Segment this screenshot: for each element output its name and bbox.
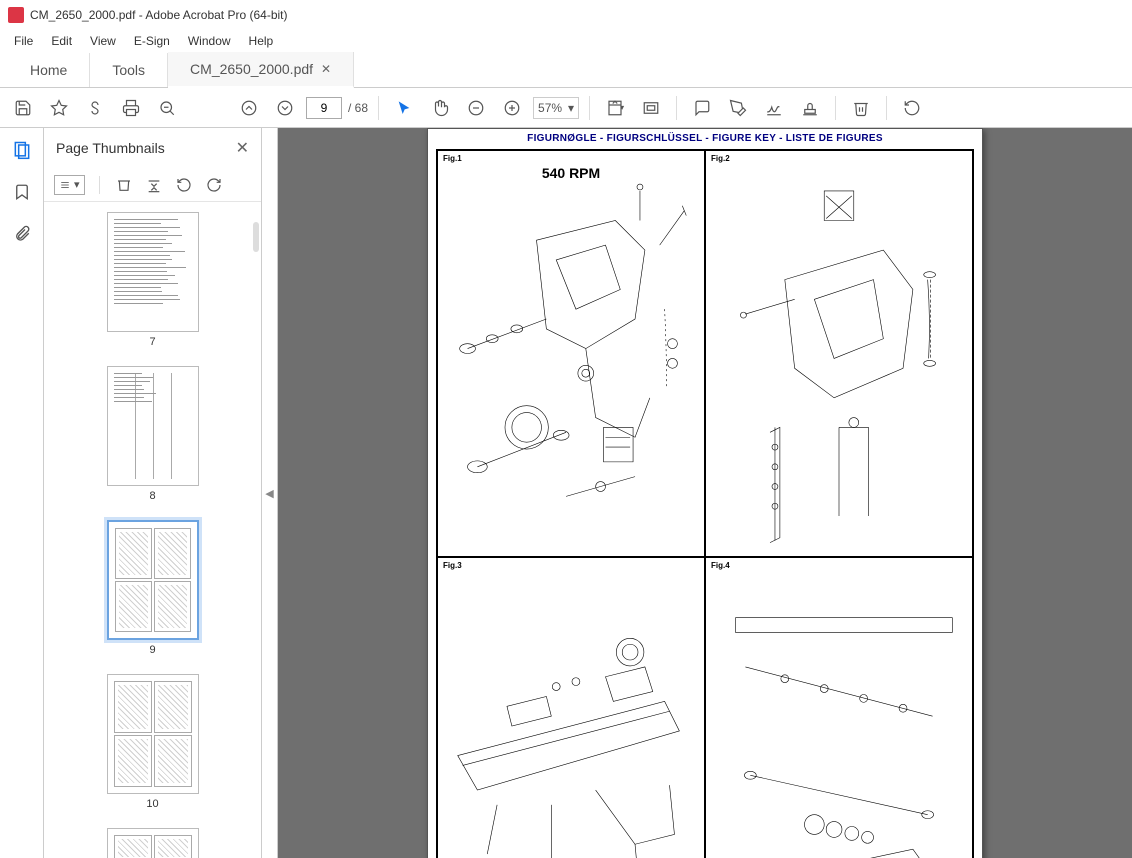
thumbnail[interactable]: 8 — [44, 366, 261, 502]
tab-tools[interactable]: Tools — [90, 53, 168, 87]
zoom-select[interactable]: 57% ▾ — [533, 97, 579, 119]
divider — [886, 96, 887, 120]
divider — [99, 176, 100, 194]
highlight-icon[interactable] — [723, 93, 753, 123]
menu-esign[interactable]: E-Sign — [126, 32, 178, 50]
thumbnails-sidebar: Page Thumbnails ✕ ▾ 7 8 9 10 — [44, 128, 262, 858]
thumbnail[interactable]: 10 — [44, 674, 261, 810]
figure-grid: Fig.1 540 RPM — [436, 149, 974, 858]
menu-view[interactable]: View — [82, 32, 124, 50]
sidebar-title: Page Thumbnails — [56, 140, 165, 156]
thumbnail[interactable]: 7 — [44, 212, 261, 348]
tab-home[interactable]: Home — [8, 53, 90, 87]
thumbnail-label: 7 — [149, 336, 155, 348]
divider — [835, 96, 836, 120]
zoom-value: 57% — [538, 101, 562, 115]
tab-document[interactable]: CM_2650_2000.pdf ✕ — [168, 52, 354, 88]
figure-cell-1: Fig.1 540 RPM — [437, 150, 705, 557]
page-title: FIGURNØGLE - FIGURSCHLÜSSEL - FIGURE KEY… — [428, 129, 982, 146]
page-down-icon[interactable] — [270, 93, 300, 123]
star-icon[interactable] — [44, 93, 74, 123]
divider — [378, 96, 379, 120]
stamp-icon[interactable] — [795, 93, 825, 123]
pdf-icon — [8, 7, 24, 23]
tab-document-label: CM_2650_2000.pdf — [190, 61, 313, 77]
undo-icon[interactable] — [174, 175, 194, 195]
tab-bar: Home Tools CM_2650_2000.pdf ✕ — [0, 52, 1132, 88]
menu-file[interactable]: File — [6, 32, 41, 50]
thumbnail-label: 9 — [149, 644, 155, 656]
figure-1-diagram — [438, 151, 704, 556]
figure-2-diagram — [706, 151, 972, 556]
share-icon[interactable] — [80, 93, 110, 123]
divider — [589, 96, 590, 120]
thumbnail-label: 10 — [146, 798, 158, 810]
sidebar-tools: ▾ — [44, 168, 261, 202]
fit-page-icon[interactable] — [636, 93, 666, 123]
attachment-panel-icon[interactable] — [10, 222, 34, 246]
zoom-out-icon[interactable] — [461, 93, 491, 123]
zoom-in-icon[interactable] — [497, 93, 527, 123]
collapse-sidebar-button[interactable]: ◀ — [262, 128, 278, 858]
figure-cell-4: Fig.4 — [705, 557, 973, 858]
nav-rail — [0, 128, 44, 858]
figure-4-diagram — [706, 558, 972, 858]
window-title: CM_2650_2000.pdf - Adobe Acrobat Pro (64… — [30, 8, 288, 22]
thumbnail[interactable]: 9 — [44, 520, 261, 656]
page-number-input[interactable] — [306, 97, 342, 119]
menu-window[interactable]: Window — [180, 32, 239, 50]
delete-icon[interactable] — [846, 93, 876, 123]
fit-width-icon[interactable]: ▾ — [600, 93, 630, 123]
find-icon[interactable] — [152, 93, 182, 123]
page-canvas: FIGURNØGLE - FIGURSCHLÜSSEL - FIGURE KEY… — [427, 128, 983, 858]
hand-tool-icon[interactable] — [425, 93, 455, 123]
main-toolbar: / 68 57% ▾ ▾ — [0, 88, 1132, 128]
close-tab-icon[interactable]: ✕ — [321, 62, 331, 76]
page-up-icon[interactable] — [234, 93, 264, 123]
print-icon[interactable] — [116, 93, 146, 123]
thumbnail-label: 8 — [149, 490, 155, 502]
document-viewer[interactable]: FIGURNØGLE - FIGURSCHLÜSSEL - FIGURE KEY… — [278, 128, 1132, 858]
bookmark-panel-icon[interactable] — [10, 180, 34, 204]
options-icon[interactable]: ▾ — [54, 175, 85, 195]
trash-icon[interactable] — [114, 175, 134, 195]
reduce-icon[interactable] — [144, 175, 164, 195]
rotate-icon[interactable] — [897, 93, 927, 123]
sidebar-header: Page Thumbnails ✕ — [44, 128, 261, 168]
divider — [676, 96, 677, 120]
figure-cell-3: Fig.3 — [437, 557, 705, 858]
chevron-down-icon: ▾ — [568, 101, 574, 115]
select-tool-icon[interactable] — [389, 93, 419, 123]
page-total-label: / 68 — [348, 101, 368, 115]
thumbnails-panel-icon[interactable] — [10, 138, 34, 162]
redo-icon[interactable] — [204, 175, 224, 195]
menu-bar: File Edit View E-Sign Window Help — [0, 30, 1132, 52]
sign-icon[interactable] — [759, 93, 789, 123]
thumbnails-list[interactable]: 7 8 9 10 — [44, 202, 261, 858]
content-area: Page Thumbnails ✕ ▾ 7 8 9 10 ◀ FIGURNØGLE -… — [0, 128, 1132, 858]
title-bar: CM_2650_2000.pdf - Adobe Acrobat Pro (64… — [0, 0, 1132, 30]
save-icon[interactable] — [8, 93, 38, 123]
comment-icon[interactable] — [687, 93, 717, 123]
thumbnail[interactable] — [44, 828, 261, 858]
menu-help[interactable]: Help — [241, 32, 282, 50]
figure-3-diagram — [438, 558, 704, 858]
close-sidebar-icon[interactable]: ✕ — [236, 138, 249, 158]
menu-edit[interactable]: Edit — [43, 32, 80, 50]
figure-cell-2: Fig.2 — [705, 150, 973, 557]
